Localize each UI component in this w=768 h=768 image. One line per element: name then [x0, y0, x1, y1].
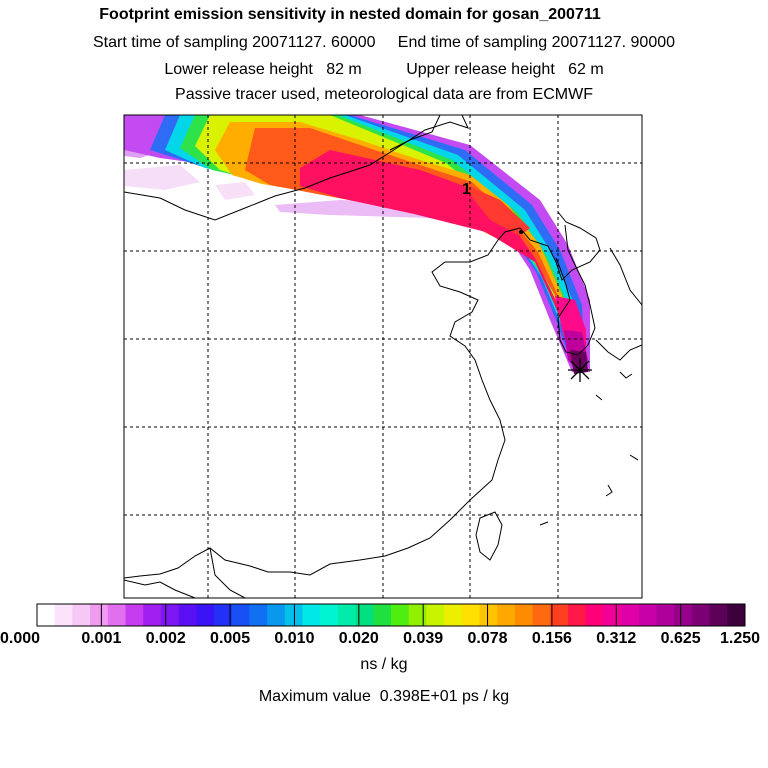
colorbar-cell [125, 604, 144, 626]
colorbar-cell [408, 604, 427, 626]
colorbar-cell [532, 604, 551, 626]
trajectory-label: 1 [462, 181, 471, 198]
colorbar-level-label: 0.002 [145, 630, 186, 647]
release-heights: Lower release height 82 m Upper release … [0, 61, 768, 79]
colorbar-level-label: 0.625 [660, 630, 701, 647]
colorbar-cell [196, 604, 215, 626]
colorbar-cell [37, 604, 56, 626]
colorbar-cell [284, 604, 303, 626]
colorbar-cell [231, 604, 250, 626]
colorbar-cell [178, 604, 197, 626]
colorbar-level-label: 0.020 [338, 630, 379, 647]
colorbar-cell [391, 604, 410, 626]
upper-release-label: Upper release height 62 m [406, 61, 604, 78]
colorbar-cell [355, 604, 374, 626]
city-dot-icon [519, 230, 523, 234]
colorbar-cell [426, 604, 445, 626]
colorbar-cell [550, 604, 569, 626]
colorbar-level-label: 0.000 [0, 630, 41, 647]
colorbar-cell [479, 604, 498, 626]
colorbar-cell [90, 604, 109, 626]
grid-lines [124, 115, 642, 598]
colorbar-cell [461, 604, 480, 626]
lower-release-label: Lower release height 82 m [164, 61, 362, 78]
colorbar-level-label: 0.312 [596, 630, 637, 647]
colorbar-level-label: 0.156 [531, 630, 572, 647]
colorbar-cell [143, 604, 162, 626]
colorbar-cell [638, 604, 657, 626]
colorbar-cell [674, 604, 693, 626]
colorbar-cell [497, 604, 516, 626]
colorbar-cell [621, 604, 640, 626]
colorbar-cell [709, 604, 728, 626]
colorbar-cell [214, 604, 233, 626]
sampling-times: Start time of sampling 20071127. 60000 E… [0, 34, 768, 52]
sensitivity-plume [124, 115, 590, 374]
colorbar-cell [585, 604, 604, 626]
colorbar-cell [249, 604, 268, 626]
colorbar-level-label: 1.250 [719, 630, 761, 647]
colorbar-cell [107, 604, 126, 626]
colorbar-cell [302, 604, 321, 626]
maximum-value: Maximum value 0.398E+01 ps / kg [258, 688, 510, 705]
colorbar-level-label: 0.078 [467, 630, 508, 647]
colorbar-cell [72, 604, 91, 626]
colorbar-level-label: 0.010 [274, 630, 315, 647]
colorbar-level-label: 0.005 [210, 630, 251, 647]
figure-title: Footprint emission sensitivity in nested… [99, 6, 601, 23]
colorbar-level-label: 0.039 [403, 630, 444, 647]
colorbar-cell [320, 604, 339, 626]
colorbar-cell [691, 604, 711, 626]
start-time-label: Start time of sampling 20071127. 60000 [92, 34, 376, 51]
tracer-note: Passive tracer used, meteorological data… [175, 86, 593, 103]
colorbar-unit: ns / kg [360, 656, 408, 673]
coastlines [124, 115, 642, 598]
colorbar-cell [656, 604, 675, 626]
colorbar-level-label: 0.001 [81, 630, 122, 647]
colorbar-cell [727, 604, 746, 626]
colorbar-cell [514, 604, 534, 626]
colorbar-cell [444, 604, 463, 626]
map-frame [123, 114, 643, 599]
end-time-label: End time of sampling 20071127. 90000 [397, 34, 676, 51]
colorbar-cell [603, 604, 622, 626]
colorbar [36, 603, 746, 627]
station-star-icon [568, 358, 592, 382]
colorbar-cell [160, 604, 180, 626]
colorbar-cell [337, 604, 357, 626]
colorbar-cell [267, 604, 286, 626]
colorbar-cell [568, 604, 587, 626]
colorbar-cell [54, 604, 73, 626]
colorbar-cell [373, 604, 392, 626]
